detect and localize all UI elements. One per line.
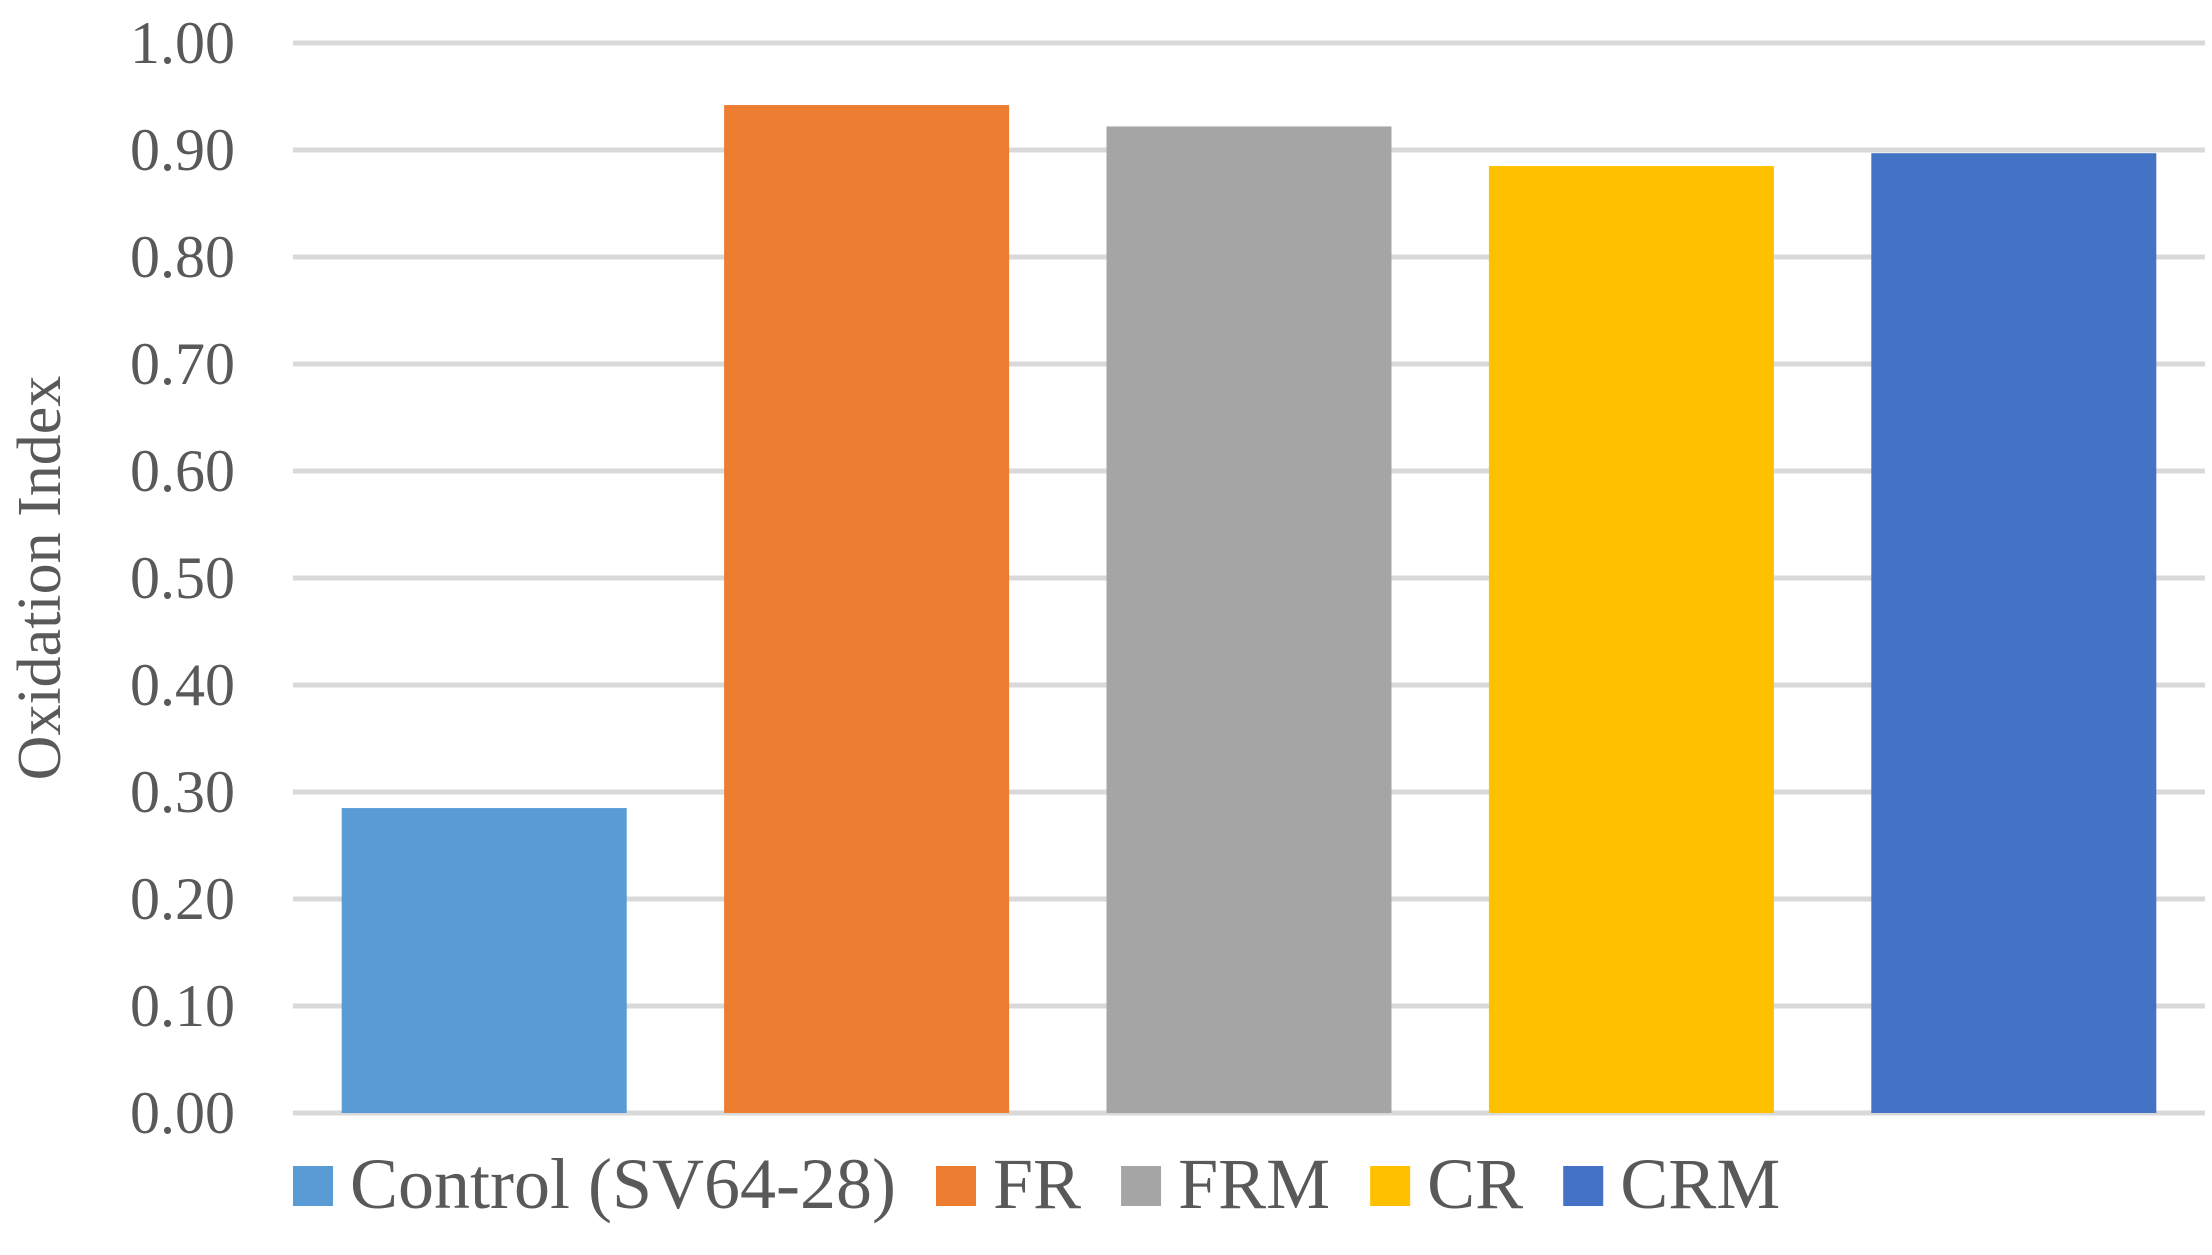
- legend-item: Control (SV64-28): [293, 1144, 896, 1224]
- legend-label: CRM: [1620, 1144, 1780, 1224]
- y-tick-label: 0.30: [130, 759, 235, 825]
- legend-item: FR: [935, 1144, 1081, 1224]
- y-tick-label: 0.50: [130, 545, 235, 611]
- legend-swatch: [1563, 1166, 1604, 1206]
- legend: Control (SV64-28) FR FRM CR CRM: [293, 1144, 1780, 1224]
- legend-item: FRM: [1121, 1144, 1330, 1224]
- bars: [341, 105, 2157, 1114]
- y-tick-label: 0.20: [130, 866, 235, 932]
- y-tick-label: 0.40: [130, 652, 235, 718]
- legend-item: CR: [1370, 1144, 1523, 1224]
- bar: [724, 105, 1010, 1113]
- legend-swatch: [293, 1166, 333, 1206]
- legend-swatch: [1121, 1166, 1162, 1206]
- legend-swatch: [1370, 1166, 1411, 1206]
- legend-label: FRM: [1178, 1144, 1330, 1224]
- y-tick-label: 0.80: [130, 224, 235, 290]
- y-tick-label: 0.90: [130, 117, 235, 183]
- legend-swatch: [935, 1166, 976, 1206]
- y-tick-label: 1.00: [130, 10, 235, 76]
- bar: [1871, 153, 2157, 1113]
- y-axis-tick-labels: 0.00 0.10 0.20 0.30 0.40 0.50 0.60 0.70 0.80 0.90…: [130, 10, 235, 1146]
- y-tick-label: 0.70: [130, 331, 235, 397]
- legend-label: CR: [1427, 1144, 1523, 1224]
- legend-item: CRM: [1563, 1144, 1780, 1224]
- legend-label: Control (SV64-28): [350, 1144, 896, 1224]
- bar: [1488, 166, 1774, 1114]
- y-tick-label: 0.60: [130, 438, 235, 504]
- y-tick-label: 0.10: [130, 973, 235, 1039]
- bar: [341, 808, 627, 1113]
- y-tick-label: 0.00: [130, 1080, 235, 1146]
- legend-label: FR: [993, 1144, 1081, 1224]
- bar: [1106, 126, 1392, 1113]
- y-axis-title: Oxidation Index: [6, 376, 74, 781]
